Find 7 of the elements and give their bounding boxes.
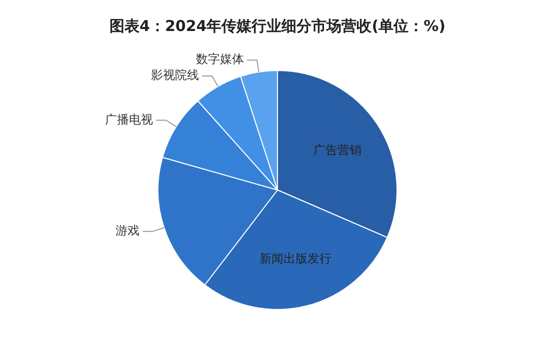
slice-label: 广播电视 [105,112,154,126]
chart-title: 图表4：2024年传媒行业细分市场营收(单位：%) [110,16,446,35]
slice-label: 数字媒体 [196,52,244,66]
slice-label: 影视院线 [150,68,199,82]
slice-label: 广告营销 [313,142,362,157]
slice-label: 新闻出版发行 [260,252,332,266]
slice-label: 游戏 [116,224,140,238]
